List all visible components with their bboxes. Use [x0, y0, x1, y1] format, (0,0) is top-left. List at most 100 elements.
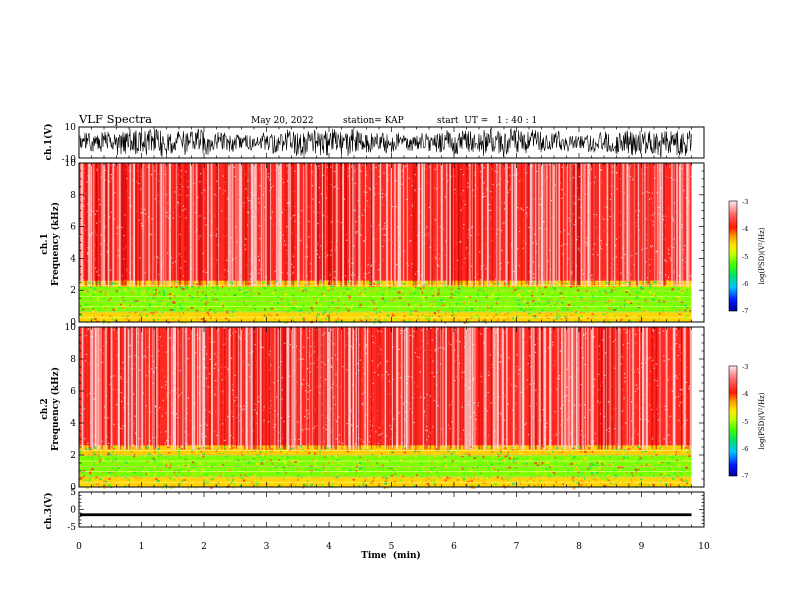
ch1-spec-mottle	[492, 292, 495, 294]
ch2-spec-speckle	[295, 360, 297, 362]
ch1-spec-mottle	[264, 320, 267, 322]
ch1-spec-speckle	[150, 233, 152, 236]
ch2-spec-speckle	[327, 386, 329, 388]
ch1-spec-mottle	[554, 283, 557, 287]
ch1-spec-speckle	[335, 250, 337, 252]
ch1-spec-speckle	[434, 187, 436, 189]
ch1-spec-speckle	[376, 228, 378, 230]
ch2-spec-speckle	[362, 441, 364, 443]
ch1-spec-speckle	[125, 268, 128, 270]
ch1-spec-speckle	[578, 196, 580, 198]
ch1-spec-streak	[284, 163, 287, 287]
ch1-spec-mottle	[130, 297, 131, 300]
ch1-spec-streak	[102, 163, 104, 287]
ch2-spec-speckle	[301, 384, 304, 386]
ch2-spec-speckle	[400, 396, 402, 398]
ch1-spec-mottle	[377, 291, 379, 295]
ch2-spec-speckle	[175, 423, 177, 425]
ch2-spec-speckle	[412, 352, 414, 354]
ch2-spec-speckle	[673, 375, 675, 377]
ch2-spec-speckle	[242, 429, 244, 431]
ch1-spec-speckle	[262, 194, 264, 196]
ch1-spec-mottle	[486, 294, 488, 296]
ch2-spec-speckle	[598, 389, 600, 391]
ch1-spec-speckle	[318, 201, 321, 203]
ch1-spec-streak	[593, 163, 596, 287]
ch1-spec-speckle	[517, 248, 519, 250]
ch1-spec-mottle	[403, 315, 406, 317]
ch1-spec-mottle	[283, 319, 286, 322]
ch1-spec-mottle	[201, 320, 203, 322]
ch1-spec-mottle	[364, 312, 366, 314]
ch2-spec-speckle	[80, 371, 82, 373]
ch2-spec-speckle	[311, 364, 313, 366]
ch1-spec-speckle	[603, 206, 605, 208]
ch2-spec-speckle	[550, 389, 552, 391]
ch1-spec-streak	[225, 163, 227, 287]
ch1-spec-speckle	[590, 168, 592, 170]
ch2-spec-speckle	[514, 384, 516, 387]
ch1-spec-speckle	[620, 272, 622, 274]
ch2-spec-speckle	[352, 415, 354, 417]
ch1-spec-mottle	[307, 308, 309, 310]
ch1-spec-mottle	[345, 314, 347, 316]
ch1-spec-speckle	[226, 259, 228, 261]
ch1-spec-streak	[508, 163, 510, 287]
ch1-spec-mottle	[507, 298, 510, 300]
ch1-spec-mottle	[148, 286, 150, 289]
ch2-spec-speckle	[608, 427, 610, 429]
ch2-spec-speckle	[353, 388, 355, 390]
ch1-spec-speckle	[135, 210, 137, 212]
ch1-spec-speckle	[276, 259, 278, 261]
ch1-spec-mottle	[627, 301, 630, 304]
ch1-spec-mottle	[178, 304, 181, 307]
ch2-spec-speckle	[252, 430, 254, 432]
ch2-spec-streak	[294, 327, 297, 450]
ch1-spec-mottle	[262, 281, 265, 284]
ch2-spec-streak	[603, 327, 605, 450]
ch1-spec-streak	[570, 163, 573, 287]
ch1-spec-streak	[139, 163, 141, 287]
ch1-spec-mottle	[319, 305, 321, 307]
ch2-spec-speckle	[105, 395, 108, 397]
ch2-spec-speckle	[156, 433, 158, 435]
ch1-spec-mottle	[504, 307, 506, 309]
ch1-spec-speckle	[383, 239, 385, 242]
ch1-spec-speckle	[224, 181, 226, 183]
ch1-spec-speckle	[267, 173, 270, 175]
ch1-spec-speckle	[563, 278, 565, 280]
ch1-spec-mottle	[658, 304, 659, 306]
ch1-spec-speckle	[397, 254, 399, 256]
ch1-spec-speckle	[86, 211, 88, 213]
ch1-spec-speckle	[442, 228, 445, 230]
ch1-spec-speckle	[641, 249, 643, 251]
ch1-spec-speckle	[269, 189, 271, 191]
ch1-spec-speckle	[625, 262, 627, 264]
ch1-spec-speckle	[107, 250, 109, 252]
ch1-spec-speckle	[455, 199, 457, 201]
ch1-spec-mottle	[330, 289, 332, 292]
ch1-spec-mottle	[169, 314, 172, 316]
ch2-spec-speckle	[625, 329, 627, 331]
ch2-spec-streak	[228, 327, 231, 450]
ch1-spec-mottle	[440, 315, 442, 318]
ch1-spec-speckle	[245, 264, 248, 266]
ch2-spec-speckle	[269, 407, 271, 409]
ch2-spec-speckle	[172, 372, 174, 374]
ch1-spec-speckle	[285, 244, 287, 246]
ch1-spec-mottle	[82, 281, 84, 284]
ch1-spec-streak	[436, 163, 438, 287]
ch1-spec-mottle	[314, 283, 317, 285]
ch1-spec-speckle	[334, 277, 336, 279]
ch1-spec-speckle	[554, 184, 556, 186]
ch1-spec-mottle	[327, 287, 330, 289]
ch1-spec-speckle	[321, 191, 323, 193]
ch2-spec-speckle	[568, 400, 570, 402]
ch2-spec-speckle	[517, 373, 519, 375]
ch1-spec-speckle	[106, 204, 108, 206]
ch1-spec-streak	[210, 163, 213, 287]
ch1-spec-mottle	[464, 289, 467, 292]
ch1-spec-mottle	[161, 311, 164, 314]
ch2-spec-speckle	[344, 393, 346, 395]
ch1-spec-mottle	[689, 309, 692, 313]
